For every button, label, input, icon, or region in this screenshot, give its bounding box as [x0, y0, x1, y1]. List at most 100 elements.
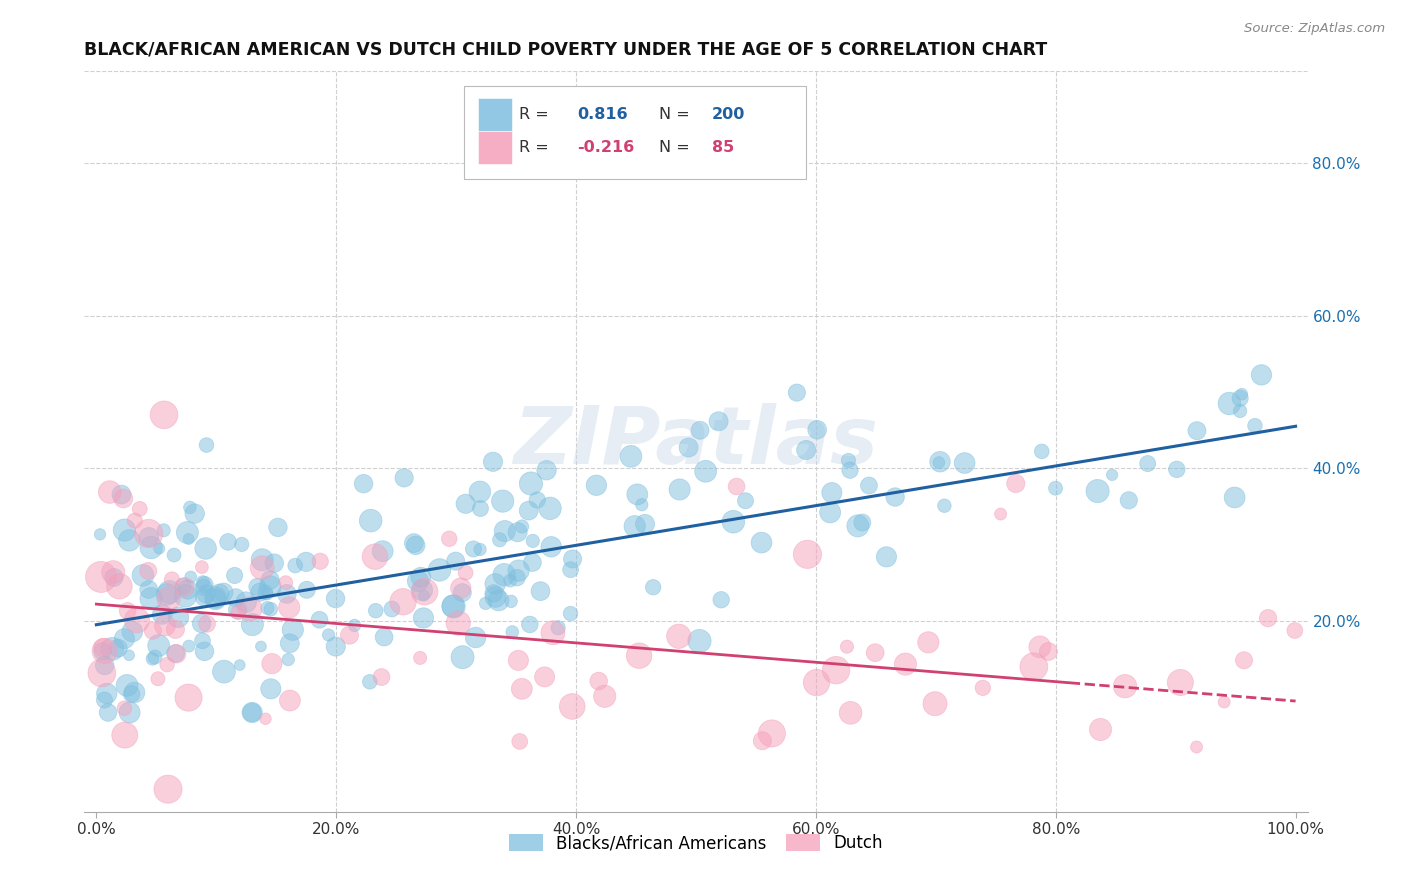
Point [689, 423, 711, 437]
Point [177, 639, 200, 653]
Point [176, 525, 198, 540]
Point [454, 497, 477, 511]
Point [1185, 739, 1208, 754]
Point [412, 611, 434, 625]
Point [163, 548, 186, 562]
Point [517, 503, 540, 517]
Text: R =: R = [519, 107, 554, 122]
Point [165, 623, 187, 637]
Point [124, 514, 146, 528]
Point [468, 542, 491, 557]
Point [447, 615, 470, 630]
Point [157, 591, 180, 606]
Point [343, 618, 366, 632]
Point [148, 639, 170, 653]
Point [441, 599, 464, 613]
Point [254, 712, 277, 726]
Point [1244, 418, 1267, 433]
Point [468, 484, 491, 499]
Point [148, 541, 170, 556]
FancyBboxPatch shape [478, 131, 513, 164]
Point [884, 490, 907, 504]
Point [191, 575, 214, 590]
Point [278, 693, 301, 707]
Point [281, 623, 304, 637]
Point [429, 563, 451, 577]
Point [561, 699, 583, 714]
Point [156, 657, 179, 672]
Point [1004, 476, 1026, 491]
Point [522, 533, 544, 548]
Point [405, 538, 427, 552]
Point [593, 690, 616, 704]
Point [246, 580, 269, 594]
Point [786, 385, 808, 400]
Point [231, 537, 253, 551]
Point [413, 589, 436, 603]
Point [254, 585, 277, 599]
Point [519, 617, 541, 632]
Point [1213, 695, 1236, 709]
Point [124, 685, 146, 699]
Point [492, 494, 515, 508]
Point [928, 456, 950, 470]
Point [560, 607, 582, 621]
Point [643, 580, 665, 594]
Point [506, 525, 529, 540]
Point [450, 581, 472, 595]
Point [409, 651, 432, 665]
Point [929, 455, 952, 469]
Point [212, 665, 235, 679]
Point [110, 487, 132, 501]
Point [89, 527, 111, 541]
Point [204, 591, 226, 605]
Point [295, 555, 318, 569]
Point [152, 524, 174, 538]
Point [411, 583, 433, 598]
Point [1185, 424, 1208, 438]
Point [1284, 624, 1306, 638]
Point [484, 590, 506, 604]
Point [761, 726, 783, 740]
Point [278, 636, 301, 650]
Point [821, 485, 844, 500]
Point [806, 423, 828, 437]
Point [1022, 659, 1045, 673]
Point [226, 603, 249, 617]
Point [406, 574, 429, 589]
Point [634, 516, 657, 531]
Point [364, 604, 387, 618]
Point [710, 592, 733, 607]
Point [167, 610, 190, 624]
Point [1029, 640, 1052, 654]
Point [267, 520, 290, 534]
Point [588, 674, 610, 689]
Point [1101, 467, 1123, 482]
Point [193, 644, 215, 658]
Text: R =: R = [519, 140, 548, 155]
Point [93, 693, 115, 707]
Point [166, 647, 188, 661]
Point [409, 570, 432, 584]
Point [108, 579, 131, 593]
Point [451, 585, 474, 599]
Point [117, 604, 139, 618]
Point [173, 580, 195, 594]
Point [96, 686, 118, 700]
Point [484, 577, 506, 591]
Point [143, 650, 166, 665]
Point [190, 616, 212, 631]
Point [1118, 493, 1140, 508]
Point [794, 443, 817, 458]
Point [132, 568, 155, 582]
Point [138, 526, 160, 541]
Point [510, 519, 533, 533]
Point [668, 483, 690, 497]
Point [508, 564, 530, 578]
Point [392, 471, 415, 485]
Point [623, 519, 645, 533]
Point [678, 441, 700, 455]
Point [97, 706, 120, 720]
Point [195, 616, 218, 631]
Point [547, 621, 569, 635]
